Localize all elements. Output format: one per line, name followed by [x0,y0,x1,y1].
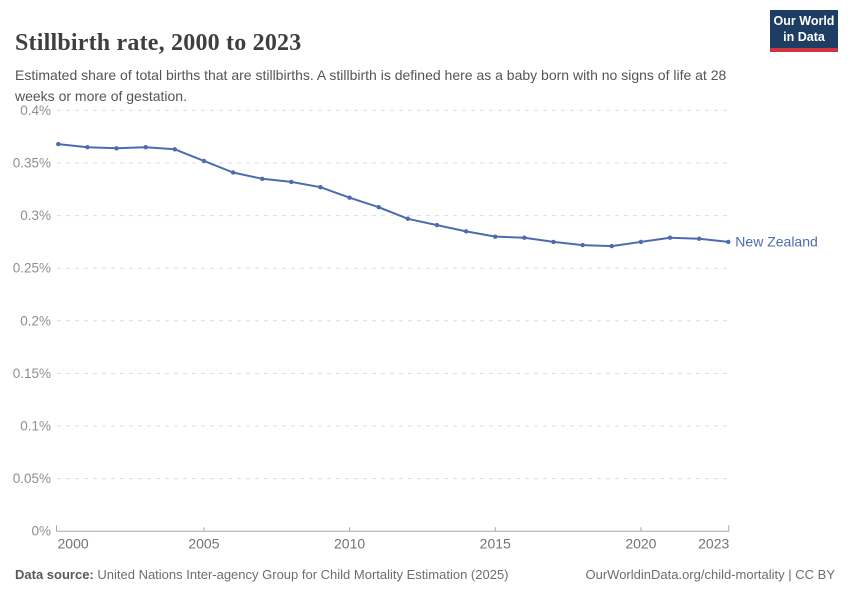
data-point-marker [347,195,352,200]
data-point-marker [609,243,614,249]
chart-footer: Data source: United Nations Inter-agency… [15,567,835,582]
x-axis-tick-label: 2005 [188,536,219,552]
x-axis-tick-label: 2023 [698,536,729,552]
owid-logo[interactable]: Our World in Data [770,10,838,52]
data-point-marker [463,229,469,234]
series-label-new-zealand: New Zealand [735,233,818,249]
owid-logo-line2: in Data [783,30,825,44]
data-point-marker [405,216,411,221]
data-point-marker [56,141,61,147]
chart-title: Stillbirth rate, 2000 to 2023 [15,30,302,57]
data-point-marker [434,222,440,228]
data-point-marker [638,239,644,245]
data-point-marker [493,234,498,239]
x-axis-tick-label: 2000 [58,536,89,552]
owid-url-link[interactable]: OurWorldinData.org/child-mortality | CC … [585,567,836,582]
trend-line [57,143,730,248]
x-axis-tick-label: 2010 [334,536,365,552]
data-point-marker [289,179,294,185]
data-point-marker [260,176,265,181]
data-point-marker [201,158,207,164]
data-point-marker [696,236,702,241]
data-point-marker [580,242,585,248]
data-point-marker [172,147,178,152]
data-point-marker [318,184,323,190]
y-axis-tick-label: 0.35% [13,156,51,171]
y-axis-tick-label: 0.2% [20,313,51,328]
y-axis-tick-label: 0.05% [13,471,51,486]
y-axis-tick-label: 0.4% [20,103,51,118]
owid-logo-line1: Our World [773,14,835,28]
y-axis-tick-label: 0.1% [20,419,51,434]
data-point-marker [230,170,236,175]
y-axis-tick-label: 0.15% [13,366,51,381]
data-point-marker [522,235,527,240]
data-source-label: Data source: [15,567,94,582]
x-axis-tick-label: 2015 [480,536,511,552]
y-axis-tick-label: 0.25% [13,261,51,276]
y-axis-tick-label: 0.3% [20,208,51,223]
data-point-marker [551,239,556,245]
data-point-marker [143,145,148,150]
data-point-marker [85,145,90,150]
data-point-marker [667,235,673,240]
data-source-note: Data source: United Nations Inter-agency… [15,567,509,582]
data-point-marker [726,239,731,245]
x-axis-tick-label: 2020 [625,536,656,552]
data-point-marker [114,146,119,151]
data-point-marker [376,204,381,210]
chart-subtitle: Estimated share of total births that are… [15,67,727,104]
data-source-text: United Nations Inter-agency Group for Ch… [97,567,509,582]
y-axis-tick-label: 0% [31,524,51,539]
